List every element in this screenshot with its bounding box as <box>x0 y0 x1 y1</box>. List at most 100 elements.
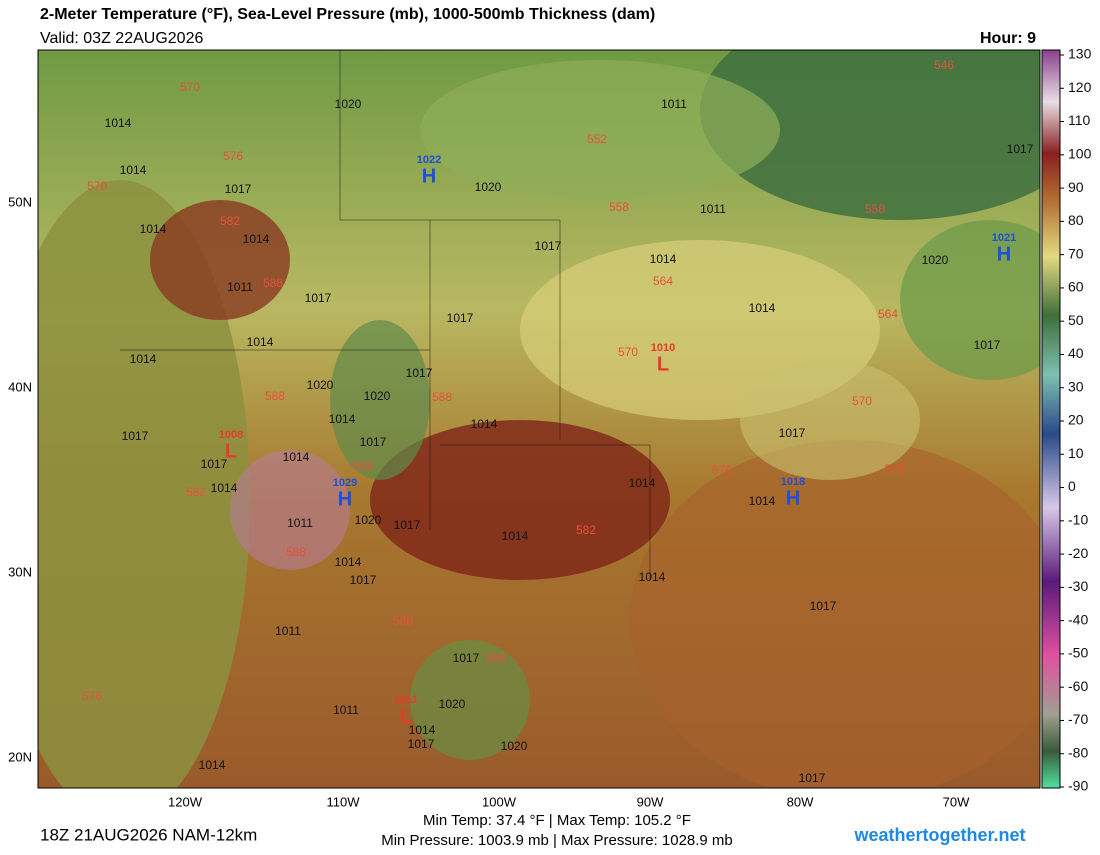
isobar-label: 1014 <box>120 163 147 177</box>
isobar-label: 1017 <box>394 518 421 532</box>
thickness-label: 576 <box>223 149 243 163</box>
thickness-label: 546 <box>934 58 954 72</box>
isobar-label: 1017 <box>535 239 562 253</box>
isobar-label: 1014 <box>199 758 226 772</box>
isobar-label: 1014 <box>140 222 167 236</box>
isobar-label: 1014 <box>749 494 776 508</box>
center-letter: H <box>997 243 1011 265</box>
thickness-label: 588 <box>265 389 285 403</box>
lat-label: 30N <box>8 564 32 579</box>
isobar-label: 1017 <box>350 573 377 587</box>
center-letter: H <box>338 488 352 510</box>
isobar-label: 1020 <box>475 180 502 194</box>
lon-label: 80W <box>787 794 814 809</box>
isobar-label: 1020 <box>439 697 466 711</box>
isobar-label: 1020 <box>307 378 334 392</box>
center-pressure: 1018 <box>781 476 805 488</box>
colorbar-label: 120 <box>1068 79 1092 95</box>
lon-label: 90W <box>637 794 664 809</box>
isobar-label: 1017 <box>447 311 474 325</box>
colorbar-label: 80 <box>1068 212 1084 228</box>
colorbar-label: -40 <box>1068 611 1088 627</box>
center-letter: H <box>786 487 800 509</box>
thickness-label: 582 <box>220 214 240 228</box>
thickness-label: 570 <box>618 345 638 359</box>
isobar-label: 1017 <box>810 599 837 613</box>
center-pressure: 1021 <box>992 232 1016 244</box>
colorbar-label: -50 <box>1068 645 1088 661</box>
colorbar-label: 10 <box>1068 445 1084 461</box>
colorbar-label: -20 <box>1068 545 1088 561</box>
lon-label: 100W <box>482 794 517 809</box>
isobar-label: 1017 <box>305 291 332 305</box>
isobar-label: 1014 <box>130 352 157 366</box>
isobar-label: 1014 <box>639 570 666 584</box>
thickness-label: 582 <box>186 485 206 499</box>
colorbar-label: -60 <box>1068 678 1088 694</box>
isobar-label: 1017 <box>201 457 228 471</box>
isobar-label: 1014 <box>211 481 238 495</box>
isobar-label: 1014 <box>749 301 776 315</box>
isobar-label: 1017 <box>974 338 1001 352</box>
colorbar-label: 100 <box>1068 146 1092 162</box>
colorbar-label: 0 <box>1068 478 1076 494</box>
isobar-label: 1020 <box>364 389 391 403</box>
isobar-label: 1014 <box>329 412 356 426</box>
thickness-label: 576 <box>712 463 732 477</box>
center-letter: L <box>225 440 237 462</box>
lon-label: 120W <box>168 794 203 809</box>
thickness-label: 564 <box>653 274 673 288</box>
colorbar <box>1041 49 1061 789</box>
isobar-label: 1020 <box>922 253 949 267</box>
isobar-label: 1017 <box>122 429 149 443</box>
isobar-label: 1014 <box>243 232 270 246</box>
center-pressure: 1010 <box>651 342 675 354</box>
temp-range: Min Temp: 37.4 °F | Max Temp: 105.2 °F <box>423 812 691 829</box>
lon-label: 70W <box>943 794 970 809</box>
center-pressure: 1029 <box>333 477 357 489</box>
thickness-label: 588 <box>263 276 283 290</box>
thickness-label: 564 <box>878 307 898 321</box>
map-background <box>38 50 1040 788</box>
isobar-label: 1017 <box>779 426 806 440</box>
model-run: 18Z 21AUG2026 NAM-12km <box>40 825 257 844</box>
colorbar-label: 60 <box>1068 279 1084 295</box>
thickness-label: 558 <box>609 200 629 214</box>
forecast-hour: Hour: 9 <box>980 30 1036 47</box>
colorbar-label: -80 <box>1068 744 1088 760</box>
isobar-label: 1011 <box>287 516 313 530</box>
isobar-label: 1011 <box>700 202 726 216</box>
lat-label: 20N <box>8 749 32 764</box>
isobar-label: 1011 <box>661 97 687 111</box>
thickness-label: 576 <box>885 462 905 476</box>
isobar-label: 1017 <box>406 366 433 380</box>
isobar-label: 1011 <box>227 280 253 294</box>
colorbar-label: 20 <box>1068 412 1084 428</box>
thickness-label: 588 <box>486 651 506 665</box>
isobar-label: 1014 <box>105 116 132 130</box>
isobar-label: 1020 <box>501 739 528 753</box>
colorbar-label: 70 <box>1068 245 1084 261</box>
thickness-label: 558 <box>865 202 885 216</box>
valid-time: Valid: 03Z 22AUG2026 <box>40 30 203 47</box>
thickness-label: 588 <box>353 459 373 473</box>
lat-label: 50N <box>8 194 32 209</box>
colorbar-label: -90 <box>1068 778 1088 794</box>
isobar-label: 1014 <box>247 335 274 349</box>
colorbar-label: 130 <box>1068 46 1092 62</box>
isobar-label: 1020 <box>335 97 362 111</box>
isobar-label: 1014 <box>409 723 436 737</box>
thickness-label: 582 <box>576 523 596 537</box>
colorbar-label: -10 <box>1068 512 1088 528</box>
colorbar-label: 50 <box>1068 312 1084 328</box>
isobar-label: 1014 <box>335 555 362 569</box>
isobar-label: 1017 <box>1007 142 1034 156</box>
lat-label: 40N <box>8 379 32 394</box>
thickness-label: 570 <box>180 80 200 94</box>
thickness-label: 576 <box>82 689 102 703</box>
center-letter: L <box>657 353 669 375</box>
center-pressure: 1022 <box>417 154 441 166</box>
thickness-label: 570 <box>87 179 107 193</box>
map-frame <box>37 49 1041 789</box>
